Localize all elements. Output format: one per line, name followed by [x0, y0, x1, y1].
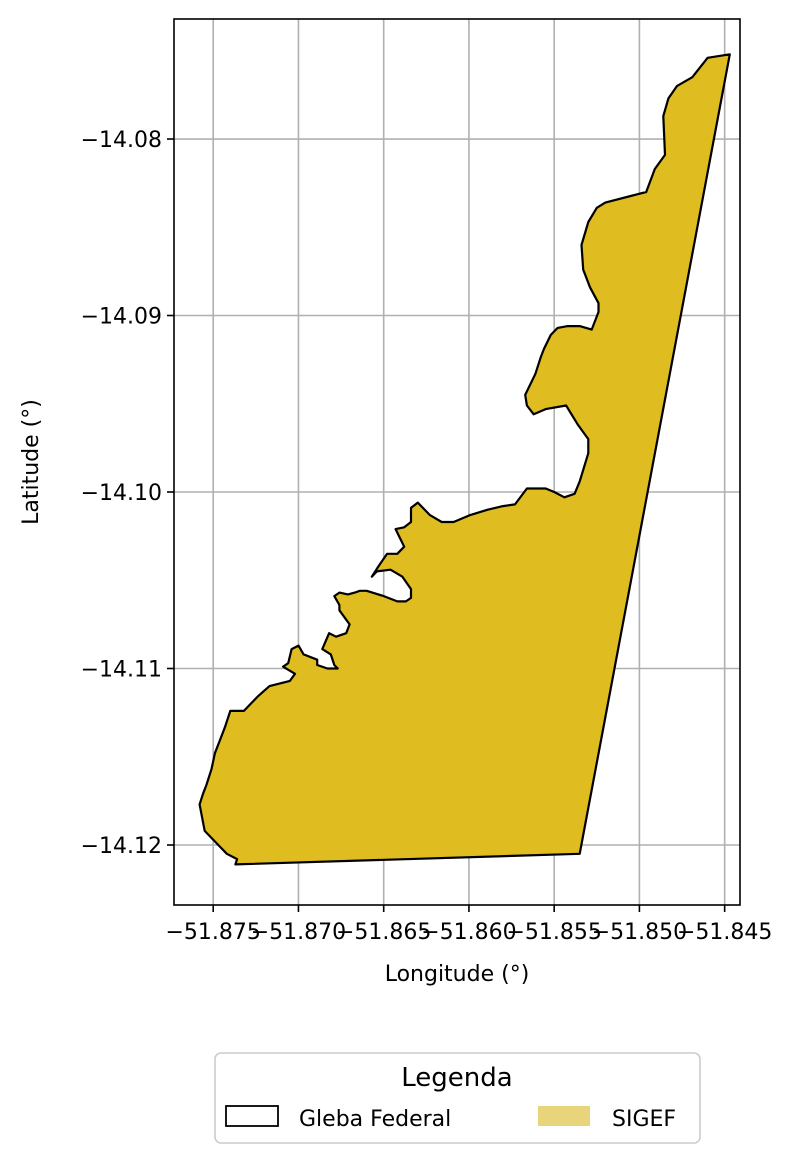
x-tick-label: −51.845 [677, 920, 772, 945]
y-tick-label: −14.08 [81, 128, 162, 153]
x-tick-label: −51.860 [421, 920, 516, 945]
x-tick-label: −51.850 [592, 920, 687, 945]
x-tick-label: −51.855 [506, 920, 601, 945]
legend-title: Legenda [401, 1063, 512, 1093]
y-tick-label: −14.09 [81, 305, 162, 330]
legend-swatch-sigef [538, 1106, 590, 1126]
x-tick-label: −51.870 [251, 920, 346, 945]
y-axis-label: Latitude (°) [19, 399, 44, 525]
legend: Legenda Gleba Federal SIGEF [214, 1052, 701, 1144]
x-tick-label: −51.865 [336, 920, 431, 945]
plot-frame [173, 18, 741, 906]
axis-ticks: −51.875−51.870−51.865−51.860−51.855−51.8… [81, 128, 773, 945]
legend-label-gleba-federal: Gleba Federal [299, 1107, 451, 1132]
map-features [198, 53, 731, 866]
y-tick-label: −14.12 [81, 834, 162, 859]
x-axis-label: Longitude (°) [385, 962, 530, 987]
x-tick-label: −51.875 [165, 920, 260, 945]
legend-swatch-gleba-federal [225, 1105, 279, 1127]
gleba-federal-polygon [198, 53, 731, 866]
y-tick-label: −14.11 [81, 657, 162, 682]
legend-label-sigef: SIGEF [612, 1107, 676, 1132]
y-tick-label: −14.10 [81, 481, 162, 506]
